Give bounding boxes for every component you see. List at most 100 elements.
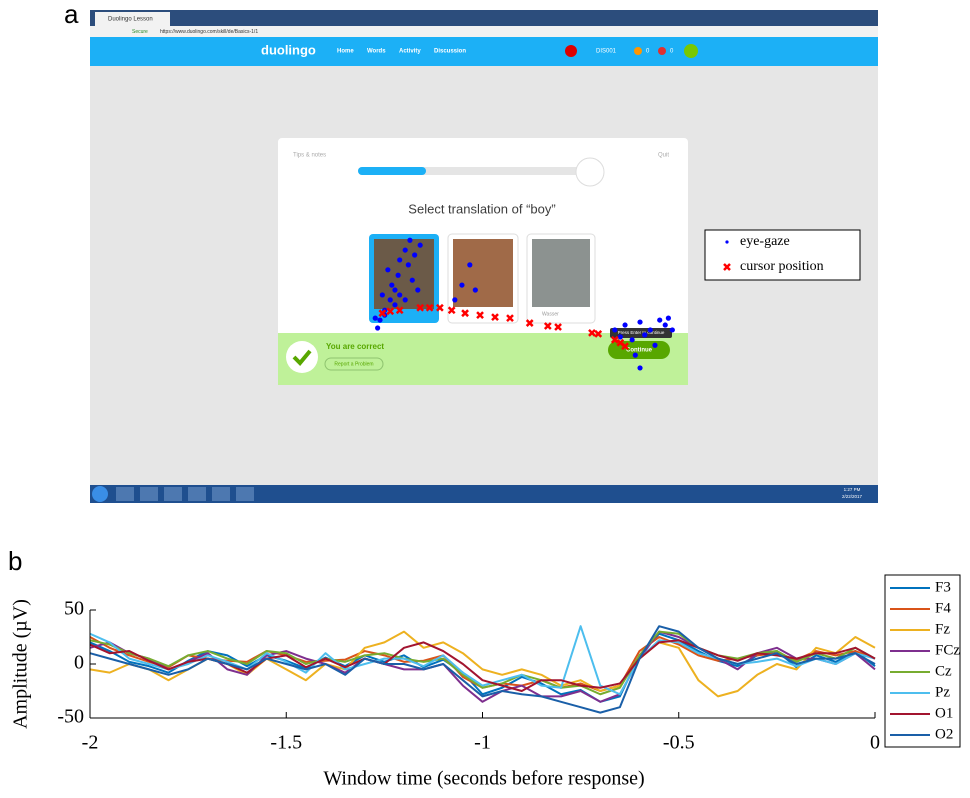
y-axis-title: Amplitude (µV) <box>10 599 32 729</box>
gaze-point <box>407 238 412 243</box>
url[interactable]: https://www.duolingo.com/skill/de/Basics… <box>160 29 258 35</box>
taskbar-icon[interactable] <box>212 487 230 501</box>
nav-link[interactable]: Discussion <box>434 49 466 55</box>
gaze-point <box>637 319 642 324</box>
streak-icon <box>634 47 642 55</box>
choice-image <box>453 239 513 307</box>
legend-label: F4 <box>935 600 951 616</box>
figure: a b Duolingo Lesson Secure https://www.d… <box>0 0 970 798</box>
title-bar <box>90 10 878 26</box>
nav-link[interactable]: Home <box>337 49 354 55</box>
taskbar-icon[interactable] <box>188 487 206 501</box>
x-tick-label: -0.5 <box>663 732 695 754</box>
series-line <box>90 632 875 702</box>
progress-egg <box>576 158 604 186</box>
gaze-point <box>397 292 402 297</box>
gaze-point <box>397 257 402 262</box>
gaze-point <box>410 278 415 283</box>
gaze-point <box>652 343 657 348</box>
gaze-point <box>392 287 397 292</box>
gaze-point <box>618 334 623 339</box>
quit-link[interactable]: Quit <box>658 153 669 159</box>
taskbar-icon[interactable] <box>236 487 254 501</box>
gaze-point <box>375 325 380 330</box>
check-circle <box>286 341 318 373</box>
logo[interactable]: duolingo <box>261 42 316 57</box>
site-header <box>90 37 878 66</box>
gaze-point <box>412 252 417 257</box>
gem-icon <box>658 47 666 55</box>
series-line <box>90 640 875 691</box>
gaze-point <box>622 322 627 327</box>
tooltip-text: Press Enter to continue <box>618 330 665 335</box>
gaze-point <box>666 316 671 321</box>
gaze-point <box>380 292 385 297</box>
choice-image <box>532 239 590 307</box>
gaze-point <box>403 247 408 252</box>
gaze-point <box>396 273 401 278</box>
gaze-point <box>633 353 638 358</box>
clock-time: 1:27 PM <box>844 487 861 492</box>
progress-fill <box>358 167 426 175</box>
x-tick-label: -2 <box>82 732 99 754</box>
nav-link[interactable]: Activity <box>399 49 421 55</box>
legend-label: FCz <box>935 642 960 658</box>
x-axis-title: Window time (seconds before response) <box>323 768 644 790</box>
gaze-point <box>630 337 635 342</box>
gaze-point <box>467 262 472 267</box>
gaze-point <box>385 267 390 272</box>
secure-label: Secure <box>132 29 148 35</box>
legend-label: Fz <box>935 621 950 637</box>
gaze-point <box>403 297 408 302</box>
legend-label: cursor position <box>740 259 824 274</box>
taskbar-icon[interactable] <box>140 487 158 501</box>
gaze-point <box>388 297 393 302</box>
legend-label: Pz <box>935 684 950 700</box>
tips-link[interactable]: Tips & notes <box>293 153 326 159</box>
gaze-point <box>452 297 457 302</box>
gaze-point <box>663 322 668 327</box>
continue-label: Continue <box>626 348 653 354</box>
clock-date: 2/22/2017 <box>842 494 863 499</box>
x-tick-label: -1 <box>474 732 491 754</box>
series-line <box>90 626 875 694</box>
username[interactable]: DIS001 <box>596 49 617 55</box>
prompt: Select translation of “boy” <box>408 201 555 216</box>
start-button[interactable] <box>92 486 108 502</box>
report-label: Report a Problem <box>334 361 373 367</box>
series-line <box>90 634 875 702</box>
result-message: You are correct <box>326 342 384 351</box>
legend-label: eye-gaze <box>740 234 790 249</box>
legend-label: F3 <box>935 579 951 595</box>
gaze-point <box>637 365 642 370</box>
y-tick-label: 50 <box>64 598 84 620</box>
series-line <box>90 637 875 691</box>
gaze-point <box>648 327 653 332</box>
page: { "panel_labels": ["a", "b"], "screensho… <box>0 0 970 798</box>
gaze-point <box>418 243 423 248</box>
gaze-point <box>406 262 411 267</box>
choice-label: Wasser <box>542 311 559 317</box>
y-tick-label: 0 <box>74 652 84 674</box>
taskbar-icon[interactable] <box>116 487 134 501</box>
x-tick-label: 0 <box>870 732 880 754</box>
taskbar <box>90 485 878 503</box>
gaze-point <box>373 316 378 321</box>
x-tick-label: -1.5 <box>270 732 302 754</box>
nav-link[interactable]: Words <box>367 49 386 55</box>
panel-label: b <box>8 546 22 576</box>
gaze-point <box>473 287 478 292</box>
avatar[interactable] <box>684 44 698 58</box>
gaze-point <box>657 317 662 322</box>
gaze-point <box>670 327 675 332</box>
gaze-point <box>377 317 382 322</box>
panel-label: a <box>64 0 79 29</box>
gaze-point <box>389 282 394 287</box>
taskbar-icon[interactable] <box>164 487 182 501</box>
flag-icon[interactable] <box>565 45 577 57</box>
gaze-point <box>459 282 464 287</box>
gaze-point <box>415 287 420 292</box>
tab-title: Duolingo Lesson <box>108 17 153 23</box>
legend-label: O1 <box>935 705 953 721</box>
legend-label: O2 <box>935 726 953 742</box>
